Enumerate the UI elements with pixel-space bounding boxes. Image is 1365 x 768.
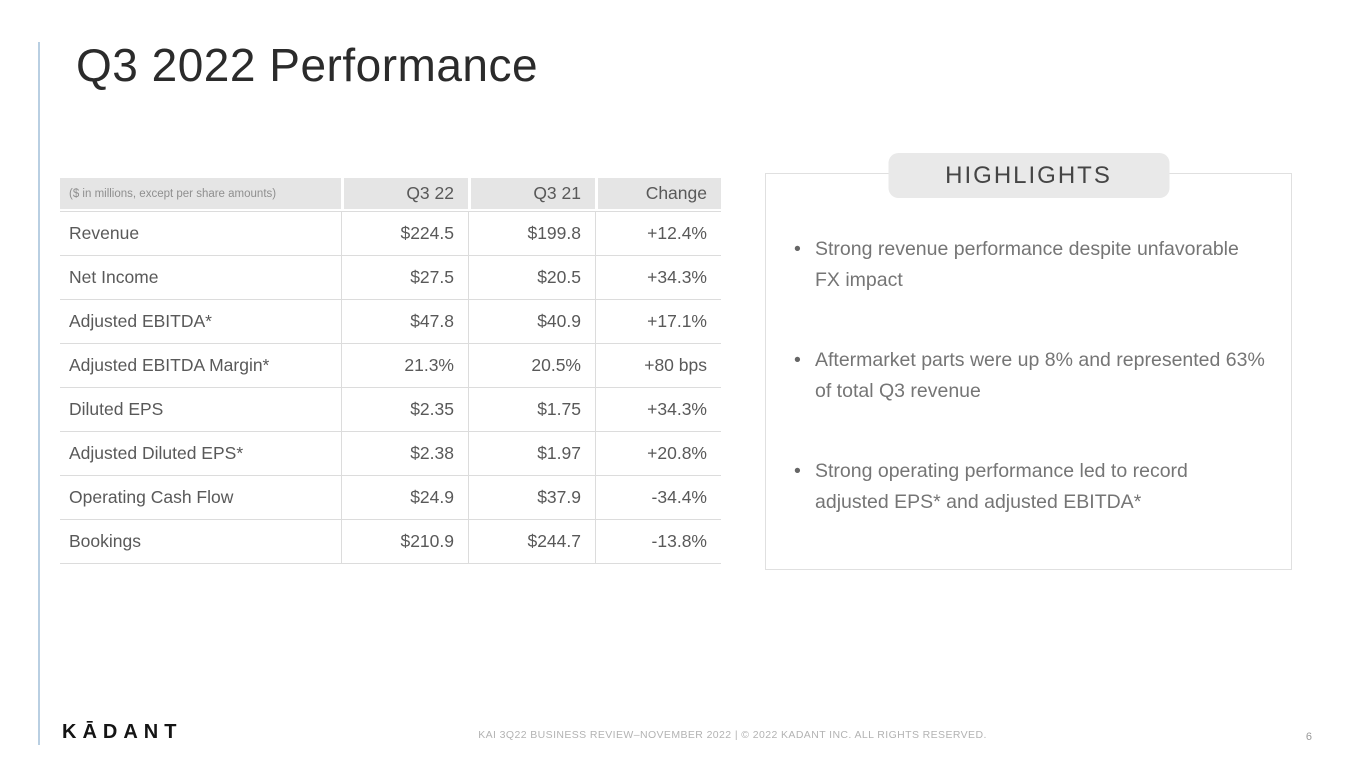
highlight-text: Strong operating performance led to reco…: [815, 460, 1188, 514]
highlight-bullet-item: • Strong operating performance led to re…: [794, 456, 1265, 517]
table-header-row: ($ in millions, except per share amounts…: [60, 178, 721, 209]
cell-q3-21: $40.9: [468, 300, 595, 343]
cell-q3-21: $199.8: [468, 212, 595, 255]
table-row: Adjusted EBITDA Margin* 21.3% 20.5% +80 …: [60, 344, 721, 388]
cell-q3-22: 21.3%: [341, 344, 468, 387]
row-label: Bookings: [69, 531, 141, 551]
table-row: Diluted EPS $2.35 $1.75 +34.3%: [60, 388, 721, 432]
highlights-panel: HIGHLIGHTS • Strong revenue performance …: [765, 153, 1292, 570]
highlight-bullet-item: • Aftermarket parts were up 8% and repre…: [794, 345, 1265, 406]
cell-change: +34.3%: [595, 388, 721, 431]
cell-change: +20.8%: [595, 432, 721, 475]
column-header-q3-22: Q3 22: [341, 178, 468, 209]
cell-q3-22: $27.5: [341, 256, 468, 299]
cell-change: -34.4%: [595, 476, 721, 519]
page-title: Q3 2022 Performance: [76, 39, 539, 91]
row-label: Diluted EPS: [69, 399, 164, 419]
kadant-logo: KĀDANT: [62, 721, 183, 743]
row-label: Adjusted EBITDA Margin*: [69, 355, 270, 375]
cell-q3-22: $47.8: [341, 300, 468, 343]
highlight-text: Strong revenue performance despite unfav…: [815, 238, 1239, 291]
cell-change: +80 bps: [595, 344, 721, 387]
accent-line: [38, 42, 40, 745]
cell-q3-21: $20.5: [468, 256, 595, 299]
cell-change: +17.1%: [595, 300, 721, 343]
cell-q3-22: $2.35: [341, 388, 468, 431]
cell-change: +12.4%: [595, 212, 721, 255]
table-row: Revenue $224.5 $199.8 +12.4%: [60, 212, 721, 256]
table-row: Operating Cash Flow $24.9 $37.9 -34.4%: [60, 476, 721, 520]
cell-q3-22: $2.38: [341, 432, 468, 475]
financial-table: ($ in millions, except per share amounts…: [60, 178, 721, 564]
table-row: Net Income $27.5 $20.5 +34.3%: [60, 256, 721, 300]
bullet-dot-icon: •: [794, 238, 801, 260]
cell-q3-21: $37.9: [468, 476, 595, 519]
cell-q3-21: $244.7: [468, 520, 595, 563]
highlight-text: Aftermarket parts were up 8% and represe…: [815, 349, 1265, 402]
table-units-note: ($ in millions, except per share amounts…: [60, 178, 341, 209]
bullet-dot-icon: •: [794, 349, 801, 372]
table-row: Bookings $210.9 $244.7 -13.8%: [60, 520, 721, 564]
cell-q3-21: 20.5%: [468, 344, 595, 387]
highlights-title: HIGHLIGHTS: [888, 153, 1169, 198]
table-body: Revenue $224.5 $199.8 +12.4% Net Income …: [60, 211, 721, 564]
cell-q3-22: $24.9: [341, 476, 468, 519]
highlight-bullet-item: • Strong revenue performance despite unf…: [794, 234, 1265, 295]
table-row: Adjusted EBITDA* $47.8 $40.9 +17.1%: [60, 300, 721, 344]
bullet-dot-icon: •: [794, 460, 801, 483]
row-label: Revenue: [69, 223, 140, 243]
cell-q3-21: $1.75: [468, 388, 595, 431]
page-number: 6: [1305, 731, 1312, 743]
table-row: Adjusted Diluted EPS* $2.38 $1.97 +20.8%: [60, 432, 721, 476]
row-label: Adjusted EBITDA*: [69, 311, 212, 331]
row-label: Adjusted Diluted EPS*: [69, 443, 244, 463]
column-header-change: Change: [595, 178, 721, 209]
cell-q3-22: $210.9: [341, 520, 468, 563]
cell-q3-21: $1.97: [468, 432, 595, 475]
cell-q3-22: $224.5: [341, 212, 468, 255]
column-header-q3-21: Q3 21: [468, 178, 595, 209]
footer-text: KAI 3Q22 BUSINESS REVIEW–NOVEMBER 2022 |…: [478, 729, 987, 741]
cell-change: -13.8%: [595, 520, 721, 563]
highlights-list: • Strong revenue performance despite unf…: [766, 174, 1291, 518]
row-label: Operating Cash Flow: [69, 487, 234, 507]
cell-change: +34.3%: [595, 256, 721, 299]
row-label: Net Income: [69, 267, 159, 287]
